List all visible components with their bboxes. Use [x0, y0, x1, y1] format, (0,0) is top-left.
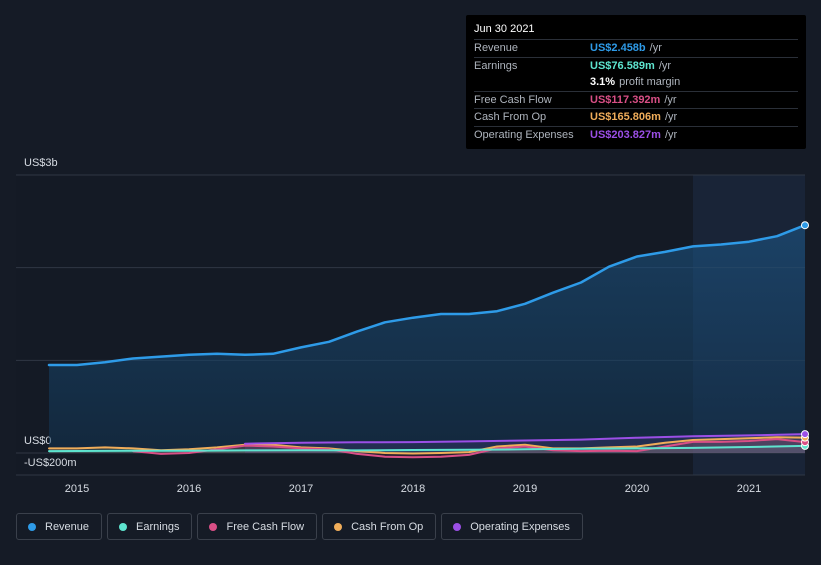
- tooltip-row-operating-expenses: Operating Expenses US$203.827m /yr: [474, 125, 798, 144]
- tooltip-value: US$203.827m: [590, 128, 661, 141]
- x-tick-label: 2015: [65, 483, 89, 495]
- series-line-earnings: [48, 444, 806, 453]
- y-tick-label: US$3b: [24, 157, 58, 169]
- legend-item-earnings[interactable]: Earnings: [107, 513, 193, 540]
- revenue-area: [49, 225, 805, 453]
- tooltip-value: US$76.589m: [590, 59, 655, 72]
- x-tick-label: 2020: [625, 483, 649, 495]
- tooltip-row-profit-margin: 3.1% profit margin: [474, 74, 798, 91]
- tooltip-label: Revenue: [474, 42, 519, 54]
- tooltip-unit: /yr: [649, 42, 662, 54]
- series-line-free-cash-flow: [132, 438, 806, 459]
- x-tick-label: 2017: [289, 483, 313, 495]
- cash-from-op-dot-icon: [334, 522, 343, 531]
- tooltip-value: US$117.392m: [590, 93, 661, 106]
- tooltip-unit: /yr: [658, 59, 672, 72]
- tooltip-value: 3.1%: [590, 76, 616, 88]
- tooltip-value: US$2.458b: [590, 42, 646, 54]
- tooltip-unit: /yr: [664, 128, 678, 141]
- end-marker-revenue: [801, 221, 809, 230]
- data-tooltip: Jun 30 2021 Revenue US$2.458b /yr Earnin…: [466, 15, 806, 149]
- legend-label: Revenue: [45, 520, 90, 533]
- tooltip-label: Earnings: [474, 59, 518, 72]
- end-marker-operating-expenses: [801, 430, 809, 439]
- x-tick-label: 2018: [401, 483, 425, 495]
- earnings-dot-icon: [119, 522, 128, 531]
- tooltip-row-free-cash-flow: Free Cash Flow US$117.392m /yr: [474, 90, 798, 109]
- tooltip-row-revenue: Revenue US$2.458b /yr: [474, 39, 798, 57]
- x-tick-label: 2019: [513, 483, 537, 495]
- tooltip-unit: profit margin: [619, 76, 681, 88]
- x-tick-label: 2016: [177, 483, 201, 495]
- tooltip-label: Operating Expenses: [474, 128, 574, 141]
- y-tick-label: -US$200m: [24, 457, 77, 469]
- series-line-revenue: [47, 223, 807, 367]
- tooltip-row-cash-from-op: Cash From Op US$165.806m /yr: [474, 108, 798, 126]
- series-area-free-cash-flow: [133, 439, 805, 458]
- series-line-operating-expenses: [244, 433, 806, 445]
- legend-item-revenue[interactable]: Revenue: [16, 513, 103, 540]
- legend-item-free-cash-flow[interactable]: Free Cash Flow: [197, 513, 318, 540]
- tooltip-label: [474, 74, 590, 91]
- tooltip-value: US$165.806m: [590, 111, 661, 123]
- legend-label: Operating Expenses: [470, 520, 570, 533]
- legend-label: Cash From Op: [351, 520, 424, 533]
- legend-item-operating-expenses[interactable]: Operating Expenses: [441, 513, 583, 540]
- tooltip-label: Cash From Op: [474, 111, 547, 123]
- chart-legend: Revenue Earnings Free Cash Flow Cash Fro…: [16, 513, 583, 540]
- series-line-cash-from-op: [48, 436, 806, 455]
- legend-label: Earnings: [136, 520, 180, 533]
- tooltip-date: Jun 30 2021: [474, 23, 535, 35]
- revenue-dot-icon: [28, 522, 36, 531]
- tooltip-unit: /yr: [664, 111, 678, 123]
- tooltip-unit: /yr: [664, 93, 677, 106]
- legend-item-cash-from-op[interactable]: Cash From Op: [322, 513, 437, 540]
- free-cash-flow-dot-icon: [209, 522, 218, 531]
- operating-expenses-dot-icon: [453, 522, 462, 531]
- legend-label: Free Cash Flow: [226, 520, 305, 533]
- tooltip-label: Free Cash Flow: [474, 93, 552, 106]
- y-tick-label: US$0: [24, 435, 52, 447]
- x-tick-label: 2021: [737, 483, 761, 495]
- tooltip-row-earnings: Earnings US$76.589m /yr: [474, 56, 798, 75]
